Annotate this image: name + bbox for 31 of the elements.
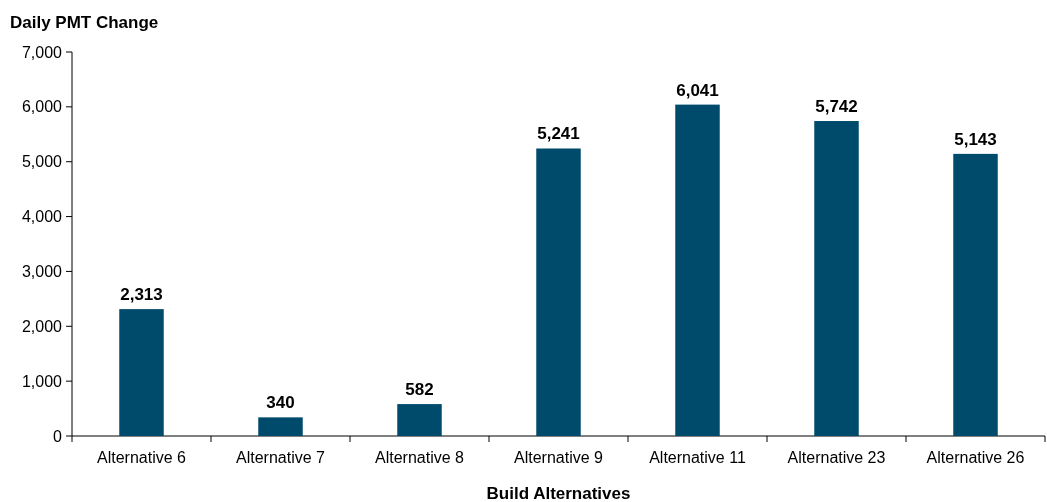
chart-title: Daily PMT Change [10, 13, 159, 32]
data-label: 582 [405, 380, 434, 400]
bar [675, 104, 720, 436]
data-label: 5,143 [954, 129, 997, 149]
x-tick-label: Alternative 8 [375, 449, 465, 466]
y-tick-label: 0 [53, 427, 63, 445]
y-tick-label: 5,000 [21, 153, 63, 171]
x-tick-label: Alternative 9 [514, 449, 604, 466]
bar [258, 417, 303, 436]
x-tick-label: Alternative 11 [649, 449, 746, 466]
y-tick-label: 3,000 [21, 263, 63, 281]
x-tick-label: Alternative 26 [926, 449, 1025, 466]
data-label: 5,241 [537, 124, 580, 144]
data-label: 340 [266, 393, 295, 413]
data-label: 2,313 [120, 285, 163, 305]
bar [397, 404, 442, 436]
data-label: 5,742 [815, 97, 858, 117]
y-tick-label: 7,000 [21, 43, 63, 61]
bar [536, 148, 581, 436]
bar [953, 153, 998, 436]
x-axis-title: Build Alternatives [486, 484, 631, 502]
data-label: 6,041 [676, 80, 719, 100]
bar [119, 309, 164, 436]
y-tick-label: 2,000 [21, 317, 63, 335]
x-tick-label: Alternative 23 [787, 449, 886, 466]
y-tick-label: 6,000 [21, 98, 63, 116]
x-tick-label: Alternative 6 [97, 449, 187, 466]
x-tick-label: Alternative 7 [236, 449, 326, 466]
y-tick-label: 1,000 [21, 372, 63, 390]
bar [814, 121, 859, 436]
y-tick-label: 4,000 [21, 208, 63, 226]
